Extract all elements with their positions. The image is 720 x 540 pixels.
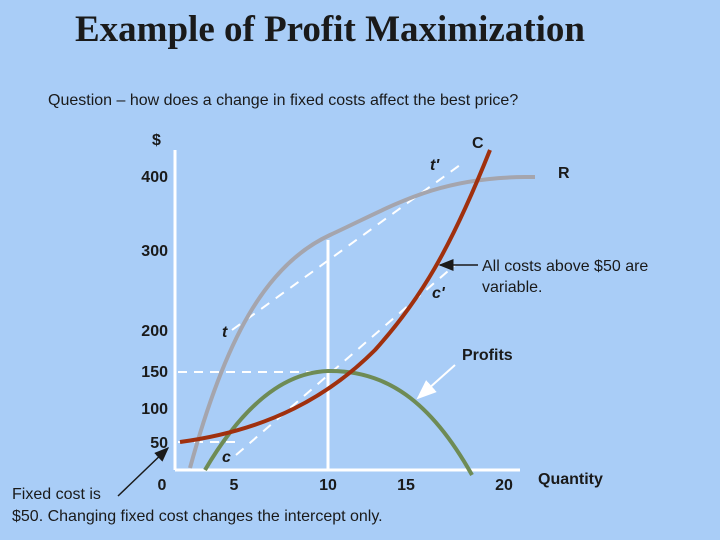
x-axis-label: Quantity <box>538 471 603 488</box>
revenue-tangent-line <box>231 164 461 331</box>
profit-curve <box>203 368 474 476</box>
y-tick-150: 150 <box>141 364 168 381</box>
fixed-cost-arrow <box>117 446 170 497</box>
x-tick-0: 0 <box>158 477 167 494</box>
x-tick-15: 15 <box>397 477 415 494</box>
tangent-c-prime-label: c' <box>432 285 446 302</box>
cost-curve <box>179 149 492 444</box>
y-tick-100: 100 <box>141 401 168 418</box>
y-tick-300: 300 <box>141 243 168 260</box>
variable-costs-note-line1: All costs above $50 are <box>482 258 648 275</box>
cost-tangent-line <box>235 264 456 456</box>
slide-title: Example of Profit Maximization <box>74 9 586 50</box>
x-tick-5: 5 <box>230 477 239 494</box>
x-tick-10: 10 <box>319 477 337 494</box>
tangent-c-label: c <box>222 449 231 466</box>
y-axis-label: $ <box>152 132 161 149</box>
fixed-cost-note-line2: $50. Changing fixed cost changes the int… <box>12 508 383 525</box>
profits-curve-label: Profits <box>462 347 513 364</box>
revenue-curve <box>188 175 535 469</box>
x-tick-20: 20 <box>495 477 513 494</box>
revenue-curve-label: R <box>558 165 570 182</box>
tangent-t-prime-label: t' <box>430 157 440 174</box>
question-text: Question – how does a change in fixed co… <box>48 92 519 109</box>
profits-arrow <box>416 364 456 400</box>
y-tick-400: 400 <box>141 169 168 186</box>
cost-curve-label: C <box>472 135 484 152</box>
y-tick-50: 50 <box>150 435 168 452</box>
tangent-t-label: t <box>222 324 228 341</box>
fixed-cost-note-line1: Fixed cost is <box>12 486 101 503</box>
y-tick-200: 200 <box>141 323 168 340</box>
variable-costs-note-line2: variable. <box>482 279 542 296</box>
